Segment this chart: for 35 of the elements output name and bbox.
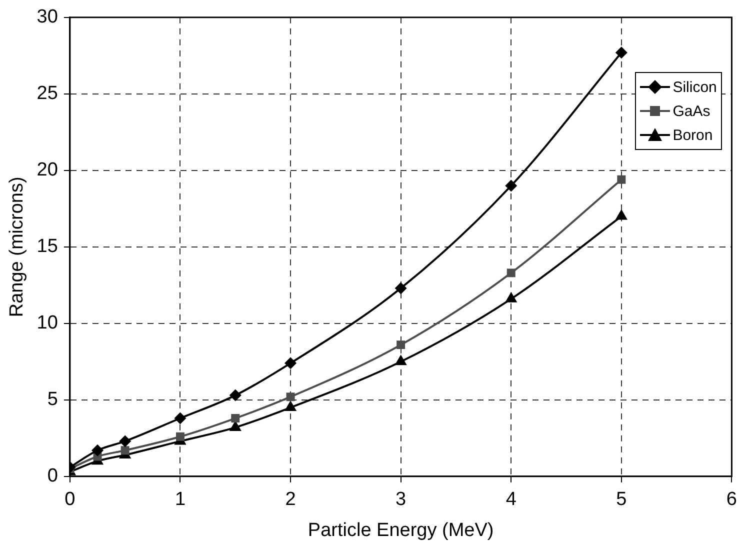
point [120,446,130,455]
y-tick-label: 5 [47,389,58,410]
x-tick-label: 4 [506,489,517,510]
legend-label: Silicon [672,78,717,96]
x-tick-label: 3 [396,489,406,510]
y-tick-label: 20 [36,160,58,181]
x-tick-label: 1 [174,489,186,510]
point [615,46,628,59]
x-axis-title: Particle Energy (MeV) [308,520,494,541]
point [284,400,297,412]
point [284,357,297,370]
y-axis-title: Range (microns) [6,176,28,318]
point [506,268,516,278]
point [92,444,104,456]
point [176,432,184,441]
point [394,282,407,294]
x-tick-label: 0 [64,489,76,510]
point [396,340,406,350]
y-tick-label: 15 [36,236,58,258]
point [229,389,242,402]
point [286,392,295,402]
point [174,412,186,424]
y-tick-label: 25 [36,83,58,104]
point [505,180,518,192]
point [231,414,240,423]
y-tick-label: 0 [47,466,58,487]
x-tick-label: 2 [285,489,296,510]
point [119,435,132,448]
y-tick-label: 30 [36,6,58,28]
x-tick-label: 6 [726,489,738,510]
legend-label: Boron [672,126,713,144]
point [617,175,626,184]
y-tick-label: 10 [36,312,58,334]
legend-label: GaAs [672,102,710,120]
x-tick-label: 5 [616,489,627,510]
